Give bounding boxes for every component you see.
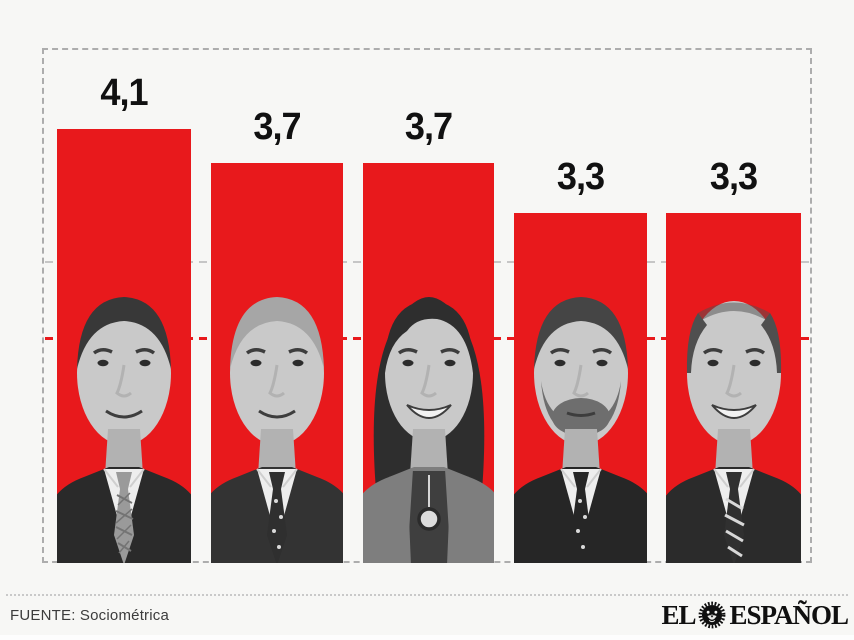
bar-value-label: 3,3 — [709, 156, 758, 198]
bar-value-label: 3,3 — [556, 156, 605, 198]
portrait-man-short-dark-hair — [57, 297, 191, 563]
bar-value-label: 4,1 — [100, 72, 148, 114]
logo-word-espanol: ESPAÑOL — [729, 599, 849, 630]
bottom-margin — [0, 635, 854, 640]
bar — [666, 213, 801, 563]
portrait-woman-dark-hair — [363, 297, 494, 563]
bar-value-label: 3,7 — [253, 106, 301, 148]
logo-word-el: EL — [661, 599, 696, 630]
portrait-man-beard — [514, 297, 647, 563]
portrait-man-balding-smile — [666, 301, 801, 563]
bar-value-label: 3,7 — [404, 106, 453, 148]
bar — [514, 213, 647, 563]
brand-logo: EL ESPAÑOL — [661, 599, 849, 631]
bar — [211, 163, 343, 563]
source-label: FUENTE: Sociométrica — [10, 607, 170, 624]
lion-icon — [698, 601, 726, 629]
portrait-man-gray-hair — [211, 297, 343, 563]
bar — [57, 129, 191, 563]
bar — [363, 163, 494, 563]
footer-divider — [6, 594, 848, 596]
